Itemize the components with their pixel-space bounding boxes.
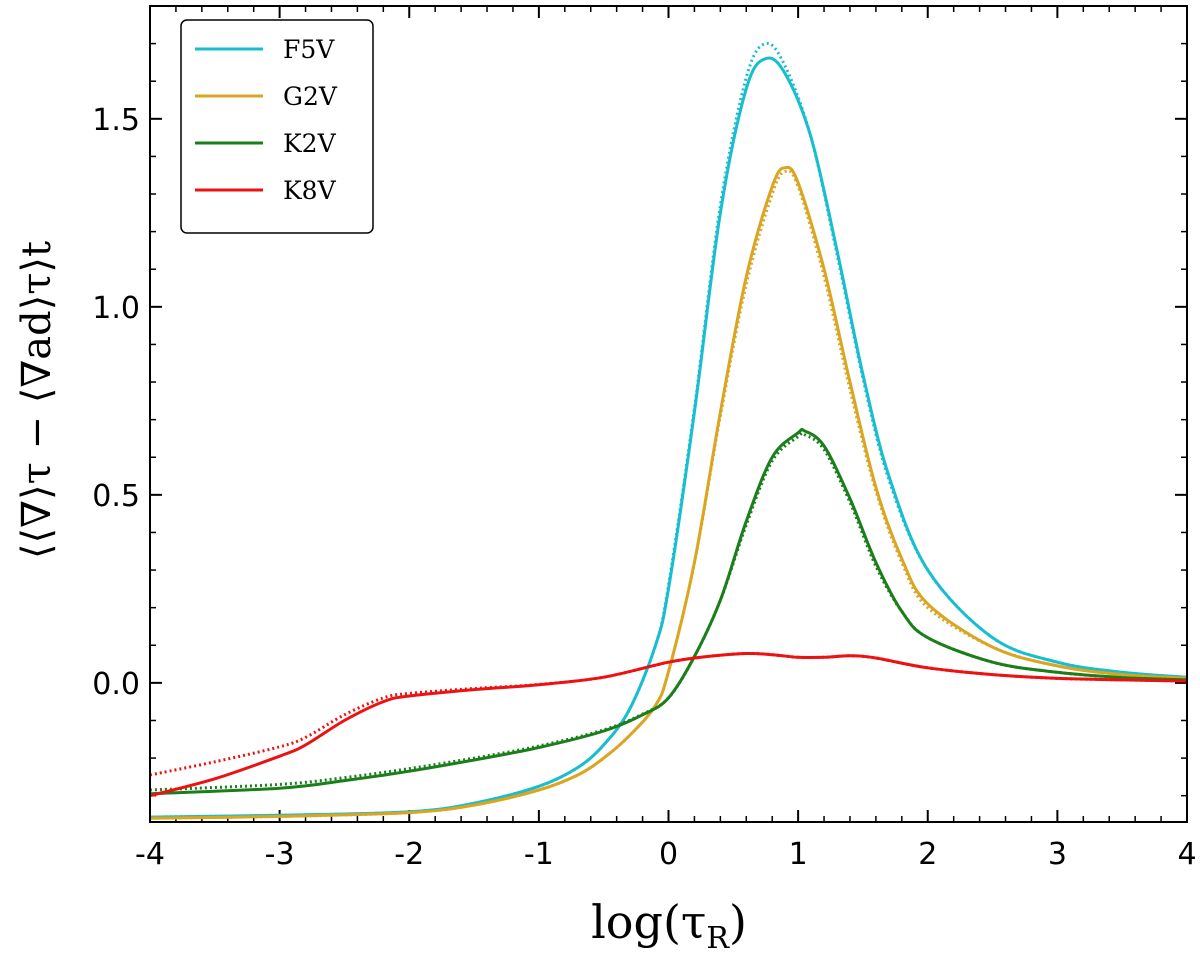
y-axis-label: ⟨⟨∇⟩τ − ⟨∇ad⟩τ⟩t bbox=[14, 241, 60, 559]
plot-frame bbox=[149, 5, 1188, 823]
x-tick-label: -4 bbox=[135, 837, 165, 872]
series-g2v-line bbox=[149, 165, 1188, 820]
legend-label-k2v: K2V bbox=[283, 129, 337, 158]
y-tick-label: 1.5 bbox=[92, 103, 140, 138]
legend-label-f5v: F5V bbox=[283, 35, 335, 64]
x-tick-label: -1 bbox=[524, 837, 554, 872]
x-tick-label: 3 bbox=[1048, 837, 1067, 872]
x-axis-label-subscript: R bbox=[706, 921, 730, 953]
axis-ticks: -4 -3 -2 -1 0 1 2 3 4 0.0 0.5 1.0 1.5 bbox=[92, 6, 1197, 872]
x-tick-label: 2 bbox=[918, 837, 937, 872]
x-axis-label: log(τR) bbox=[591, 895, 747, 953]
x-axis-label-close: ) bbox=[729, 895, 747, 949]
series-k8v-line bbox=[149, 651, 1188, 798]
x-tick-label: 0 bbox=[659, 837, 678, 872]
x-tick-label: 4 bbox=[1177, 837, 1196, 872]
x-tick-label: -2 bbox=[394, 837, 424, 872]
y-tick-label: 0.5 bbox=[92, 479, 140, 514]
x-tick-label: 1 bbox=[789, 837, 808, 872]
series-k2v-line bbox=[149, 427, 1188, 796]
series-f5v-line bbox=[149, 56, 1188, 819]
y-tick-label: 0.0 bbox=[92, 667, 140, 702]
series-g2v-dotted-line bbox=[149, 169, 1188, 820]
legend-box bbox=[180, 19, 374, 234]
series-layer bbox=[149, 41, 1188, 820]
legend-label-k8v: K8V bbox=[283, 176, 337, 205]
legend: F5V G2V K2V K8V bbox=[180, 19, 374, 234]
x-tick-label: -3 bbox=[265, 837, 295, 872]
x-axis-label-main: log(τ bbox=[591, 895, 706, 949]
legend-label-g2v: G2V bbox=[283, 82, 338, 111]
y-tick-label: 1.0 bbox=[92, 291, 140, 326]
